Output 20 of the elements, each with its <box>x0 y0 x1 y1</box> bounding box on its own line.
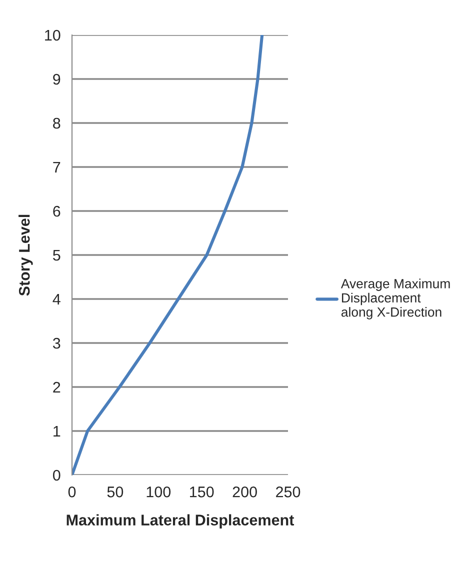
x-tick-label: 200 <box>232 486 257 498</box>
y-tick-label: 0 <box>52 470 60 481</box>
y-tick-label: 9 <box>53 74 60 85</box>
x-axis-title: Maximum Lateral Displacement <box>66 514 294 528</box>
x-tick-label: 150 <box>190 486 214 498</box>
legend-label: Average Maximum Displacement along X-Direction <box>340 278 450 320</box>
y-tick-label: 4 <box>52 294 60 305</box>
y-tick-label: 8 <box>53 118 60 129</box>
y-tick-label: 5 <box>53 250 60 261</box>
y-tick-label: 6 <box>53 206 60 217</box>
x-tick-label: 100 <box>146 486 171 498</box>
y-tick-label: 1 <box>54 426 60 437</box>
x-tick-label: 50 <box>107 486 124 498</box>
y-tick-label: 10 <box>45 30 60 41</box>
y-tick-label: 3 <box>52 338 60 349</box>
y-tick-label: 7 <box>53 162 60 173</box>
y-tick-label: 2 <box>53 382 60 393</box>
y-axis-title: Story Level <box>18 214 33 296</box>
x-tick-label: 250 <box>276 486 300 498</box>
x-tick-label: 0 <box>68 486 76 498</box>
